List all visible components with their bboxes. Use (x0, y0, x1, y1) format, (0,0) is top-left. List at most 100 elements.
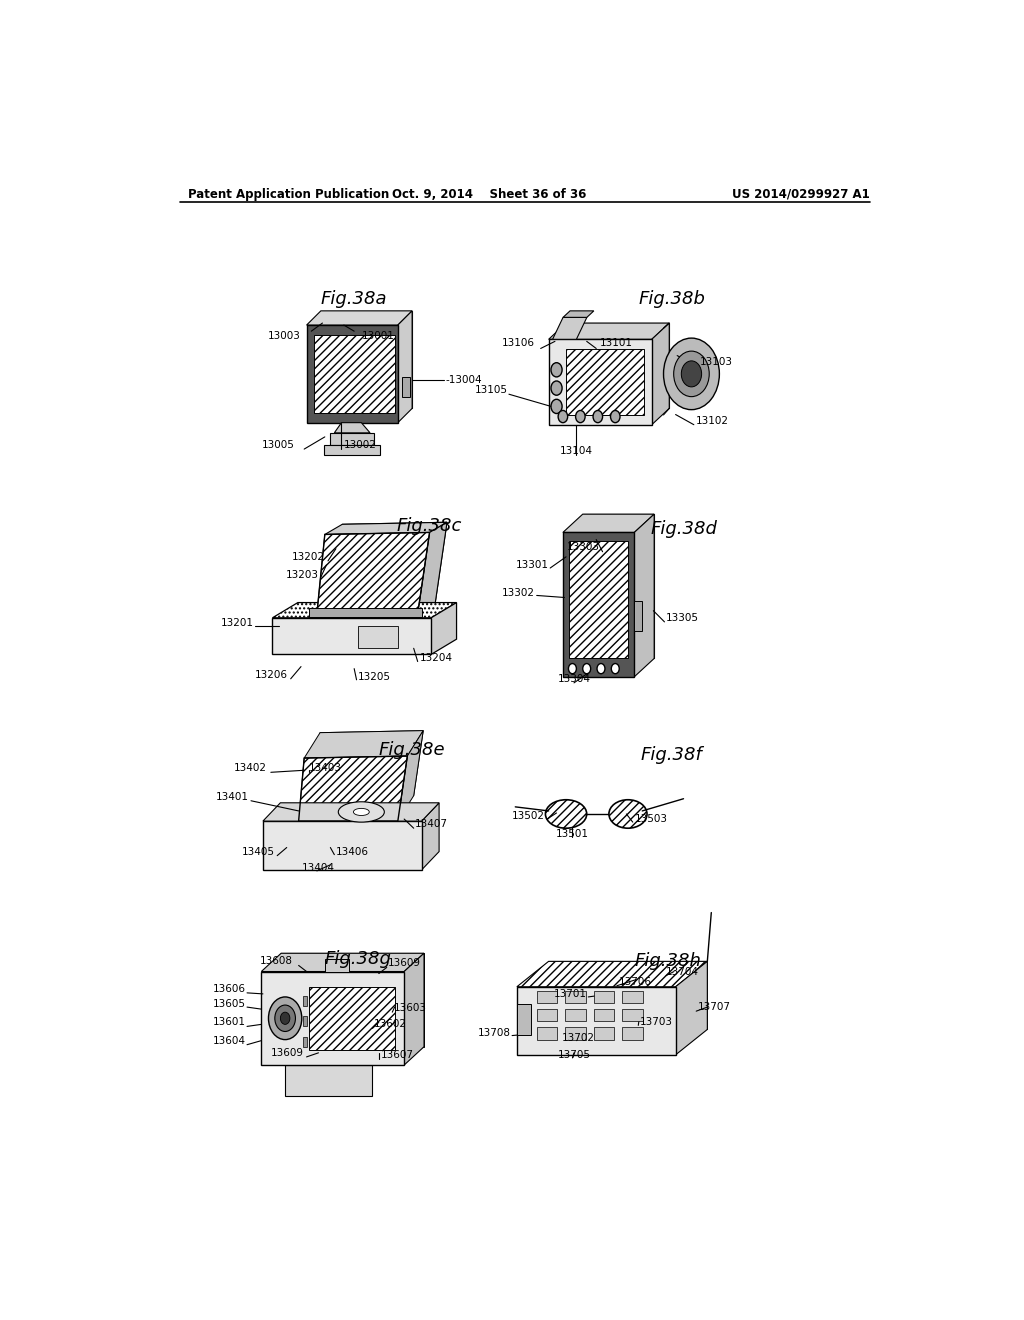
Polygon shape (517, 1005, 531, 1035)
Text: 13604: 13604 (212, 1036, 246, 1045)
Text: 13106: 13106 (502, 338, 535, 348)
Text: 13601: 13601 (212, 1018, 246, 1027)
Polygon shape (634, 515, 654, 677)
Polygon shape (285, 1065, 373, 1096)
Polygon shape (334, 523, 447, 603)
Polygon shape (549, 961, 708, 1030)
Text: Fig.38h: Fig.38h (634, 952, 701, 970)
Text: 13202: 13202 (292, 552, 325, 562)
Text: 13606: 13606 (212, 983, 246, 994)
Text: 13603: 13603 (394, 1003, 427, 1014)
Ellipse shape (610, 411, 621, 422)
Polygon shape (325, 960, 348, 972)
Polygon shape (263, 803, 439, 821)
Polygon shape (594, 1008, 614, 1022)
Ellipse shape (268, 997, 302, 1040)
Ellipse shape (609, 800, 647, 828)
Polygon shape (304, 731, 423, 758)
Polygon shape (565, 1008, 586, 1022)
Polygon shape (652, 323, 670, 425)
Polygon shape (623, 1027, 643, 1040)
Polygon shape (263, 821, 422, 870)
Polygon shape (623, 991, 643, 1003)
Polygon shape (549, 339, 652, 425)
Polygon shape (324, 445, 380, 455)
Polygon shape (517, 987, 676, 1055)
Polygon shape (272, 618, 431, 655)
Text: 13607: 13607 (380, 1049, 414, 1060)
Polygon shape (309, 607, 422, 616)
Text: 13102: 13102 (695, 416, 728, 425)
Polygon shape (397, 312, 412, 422)
Ellipse shape (568, 664, 577, 673)
Text: 13703: 13703 (640, 1018, 673, 1027)
Polygon shape (303, 1036, 307, 1047)
Ellipse shape (551, 399, 562, 413)
Polygon shape (303, 995, 307, 1006)
Polygon shape (563, 515, 654, 532)
Polygon shape (397, 731, 423, 821)
Polygon shape (549, 323, 670, 339)
Text: 13305: 13305 (666, 612, 699, 623)
Ellipse shape (583, 664, 591, 673)
Text: 13608: 13608 (260, 957, 293, 966)
Text: 13501: 13501 (556, 829, 589, 840)
Polygon shape (565, 1027, 586, 1040)
Text: 13101: 13101 (600, 338, 633, 348)
Text: Fig.38a: Fig.38a (321, 289, 387, 308)
Text: 13303: 13303 (567, 541, 600, 552)
Polygon shape (583, 515, 654, 659)
Text: 13304: 13304 (557, 673, 591, 684)
Text: 13407: 13407 (416, 820, 449, 829)
Text: 13702: 13702 (562, 1032, 595, 1043)
Polygon shape (623, 1008, 643, 1022)
Polygon shape (261, 972, 404, 1065)
Polygon shape (563, 312, 594, 317)
Ellipse shape (593, 411, 602, 422)
Polygon shape (331, 433, 374, 445)
Text: 13704: 13704 (666, 966, 699, 977)
Polygon shape (569, 541, 628, 659)
Polygon shape (306, 325, 397, 422)
Polygon shape (563, 532, 634, 677)
Text: 13405: 13405 (242, 846, 274, 857)
Polygon shape (418, 523, 447, 614)
Polygon shape (314, 731, 423, 796)
Ellipse shape (551, 381, 562, 395)
Polygon shape (321, 312, 412, 408)
Text: 13401: 13401 (216, 792, 249, 801)
Text: Fig.38e: Fig.38e (379, 741, 445, 759)
Polygon shape (306, 312, 412, 325)
Polygon shape (358, 626, 397, 648)
Polygon shape (431, 602, 457, 655)
Text: 13005: 13005 (262, 440, 295, 450)
Ellipse shape (664, 338, 720, 409)
Text: 13204: 13204 (420, 653, 453, 664)
Text: Fig.38c: Fig.38c (397, 517, 462, 536)
Text: 13609: 13609 (271, 1048, 304, 1057)
Polygon shape (303, 1016, 307, 1027)
Text: Fig.38f: Fig.38f (641, 746, 702, 764)
Text: 13503: 13503 (634, 814, 668, 824)
Text: -13004: -13004 (445, 375, 482, 385)
Ellipse shape (674, 351, 710, 396)
Polygon shape (309, 987, 394, 1049)
Text: US 2014/0299927 A1: US 2014/0299927 A1 (732, 187, 870, 201)
Text: 13201: 13201 (220, 618, 253, 628)
Text: 13103: 13103 (699, 356, 732, 367)
Text: 13206: 13206 (255, 669, 289, 680)
Text: Fig.38d: Fig.38d (650, 520, 717, 539)
Text: 13002: 13002 (344, 440, 377, 450)
Ellipse shape (575, 411, 585, 422)
Text: 13708: 13708 (477, 1027, 511, 1038)
Ellipse shape (681, 360, 701, 387)
Polygon shape (272, 602, 457, 618)
Text: 13706: 13706 (618, 977, 651, 986)
Polygon shape (316, 532, 430, 614)
Polygon shape (334, 422, 370, 433)
Text: 13001: 13001 (362, 331, 395, 342)
Polygon shape (594, 991, 614, 1003)
Text: 13402: 13402 (233, 763, 267, 774)
Text: 13104: 13104 (560, 446, 593, 457)
Polygon shape (537, 1027, 557, 1040)
